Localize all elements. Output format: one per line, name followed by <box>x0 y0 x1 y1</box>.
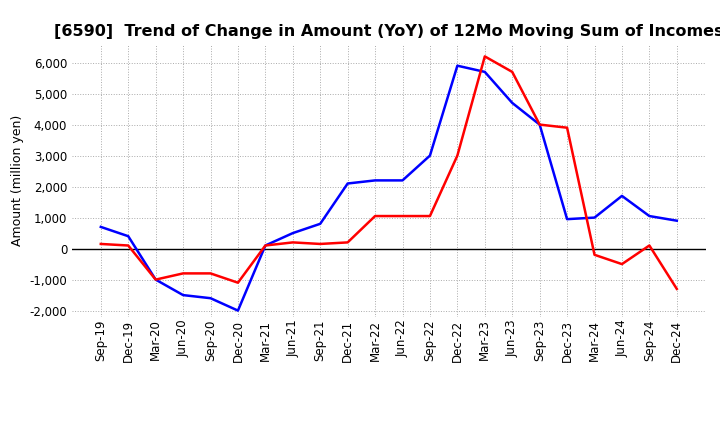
Net Income <box>536 122 544 127</box>
Ordinary Income <box>645 213 654 219</box>
Ordinary Income <box>590 215 599 220</box>
Net Income <box>590 252 599 257</box>
Net Income <box>618 261 626 267</box>
Net Income <box>508 69 516 74</box>
Ordinary Income <box>563 216 572 222</box>
Net Income <box>179 271 187 276</box>
Ordinary Income <box>96 224 105 230</box>
Net Income <box>316 241 325 246</box>
Ordinary Income <box>316 221 325 227</box>
Ordinary Income <box>453 63 462 68</box>
Net Income <box>96 241 105 246</box>
Net Income <box>426 213 434 219</box>
Ordinary Income <box>261 243 270 248</box>
Ordinary Income <box>672 218 681 224</box>
Net Income <box>563 125 572 130</box>
Net Income <box>645 243 654 248</box>
Ordinary Income <box>179 293 187 298</box>
Ordinary Income <box>426 153 434 158</box>
Ordinary Income <box>536 122 544 127</box>
Line: Net Income: Net Income <box>101 56 677 289</box>
Y-axis label: Amount (million yen): Amount (million yen) <box>11 115 24 246</box>
Net Income <box>480 54 489 59</box>
Net Income <box>151 277 160 282</box>
Ordinary Income <box>371 178 379 183</box>
Ordinary Income <box>289 231 297 236</box>
Ordinary Income <box>151 277 160 282</box>
Net Income <box>206 271 215 276</box>
Net Income <box>371 213 379 219</box>
Ordinary Income <box>508 100 516 106</box>
Net Income <box>343 240 352 245</box>
Ordinary Income <box>398 178 407 183</box>
Ordinary Income <box>124 234 132 239</box>
Title: [6590]  Trend of Change in Amount (YoY) of 12Mo Moving Sum of Incomes: [6590] Trend of Change in Amount (YoY) o… <box>54 24 720 39</box>
Line: Ordinary Income: Ordinary Income <box>101 66 677 311</box>
Net Income <box>398 213 407 219</box>
Net Income <box>233 280 242 285</box>
Net Income <box>672 286 681 292</box>
Ordinary Income <box>343 181 352 186</box>
Net Income <box>453 153 462 158</box>
Net Income <box>124 243 132 248</box>
Ordinary Income <box>206 296 215 301</box>
Net Income <box>261 243 270 248</box>
Ordinary Income <box>480 69 489 74</box>
Ordinary Income <box>233 308 242 313</box>
Ordinary Income <box>618 193 626 198</box>
Net Income <box>289 240 297 245</box>
